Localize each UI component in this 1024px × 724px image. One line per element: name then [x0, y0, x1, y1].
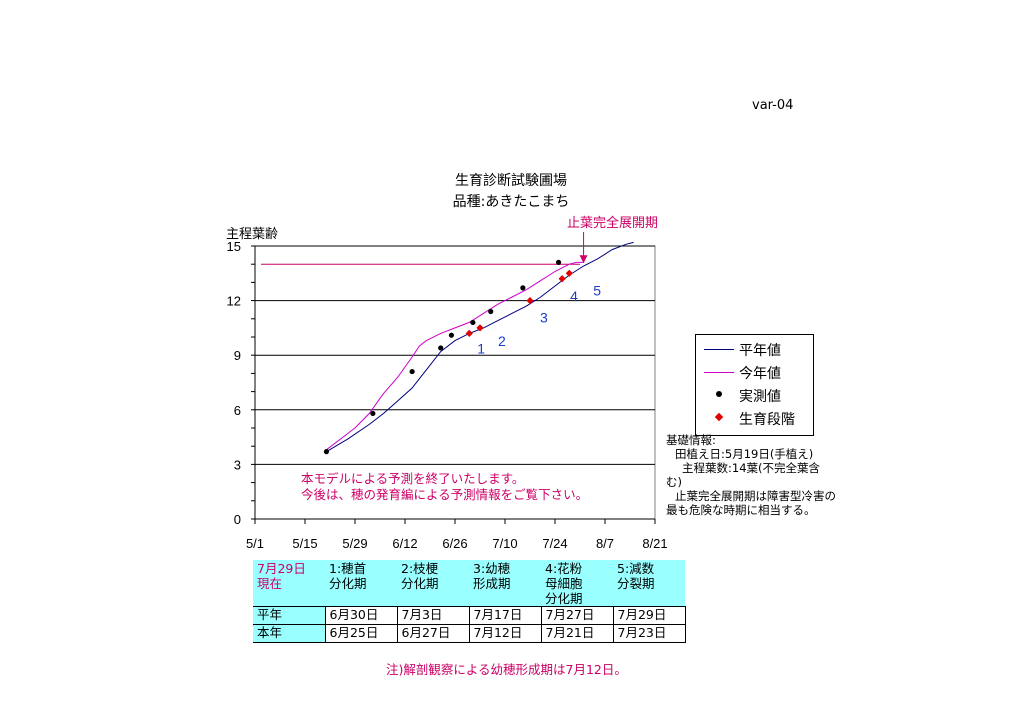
- measured-point: [470, 319, 476, 326]
- y-tick-label: 3: [234, 457, 241, 472]
- legend-label: 生育段階: [739, 412, 795, 428]
- table-cell: 6月27日: [396, 624, 470, 643]
- table-cell: 6月30日: [324, 606, 398, 625]
- info-heading: 基礎情報:: [666, 433, 716, 447]
- table-row-label: 平年: [253, 606, 326, 625]
- grid-layer: [254, 245, 656, 520]
- table-cell: 6月25日: [324, 624, 398, 643]
- annotation-next-message: 今後は、穂の発育編による予測情報をご覧下さい。: [301, 487, 588, 502]
- table-corner: 7月29日 現在: [253, 560, 325, 607]
- chart-subtitle: 品種:あきたこまち: [452, 194, 570, 210]
- y-tick-label: 9: [234, 348, 241, 363]
- table-cell: 7月27日: [540, 606, 614, 625]
- legend-item-seiiku: 生育段階: [696, 407, 813, 429]
- table-header-cell: 4:花粉 母細胞 分化期: [541, 560, 613, 607]
- basic-info: 基礎情報: 田植え日:5月19日(手植え) 主程葉数:14葉(不完全葉含 む) …: [666, 433, 856, 517]
- legend-item-heinen: 平年値: [696, 338, 813, 360]
- x-tick-label: 6/26: [442, 536, 467, 551]
- table-header-cell: 1:穂首 分化期: [325, 560, 397, 607]
- x-tick-label: 5/29: [342, 536, 367, 551]
- x-tick-label: 7/24: [542, 536, 567, 551]
- table-row: 本年 6月25日 6月27日 7月12日 7月21日 7月23日: [253, 624, 686, 643]
- legend-dot-icon: [716, 391, 722, 397]
- y-tick-label: 12: [227, 294, 241, 309]
- measured-point: [323, 449, 330, 455]
- plot-area: [254, 245, 656, 520]
- info-note-1: 止葉完全展開期は障害型冷害の: [675, 489, 836, 503]
- y-axis-label: 主程葉齢: [226, 227, 278, 242]
- growth-stage-point: [558, 275, 566, 283]
- x-tick-label: 8/7: [596, 536, 614, 551]
- legend-label: 実測値: [739, 389, 781, 405]
- legend-label: 今年値: [739, 366, 781, 382]
- table-cell: 7月29日: [612, 606, 686, 625]
- info-leaf-count: 主程葉数:14葉(不完全葉含: [682, 461, 820, 475]
- series-line-今年値: [326, 261, 584, 451]
- table-row: 平年 6月30日 7月3日 7月17日 7月27日 7月29日: [253, 606, 686, 625]
- table-cell: 7月17日: [468, 606, 542, 625]
- measured-point: [555, 259, 562, 265]
- table-header-row: 7月29日 現在 1:穂首 分化期 2:枝梗 分化期 3:幼穂 形成期 4:花粉…: [253, 560, 685, 607]
- measured-point: [448, 332, 455, 338]
- measured-point: [409, 368, 415, 375]
- annotation-end-message: 本モデルによる予測を終了いたします。: [301, 471, 524, 486]
- legend-line-icon: [704, 349, 734, 350]
- legend-line-icon: [704, 372, 734, 373]
- stage-number-label: 3: [540, 310, 548, 326]
- stage-number-label: 2: [498, 333, 506, 349]
- measured-point: [370, 410, 376, 417]
- chart-title: 生育診断試験圃場: [455, 173, 567, 189]
- info-planting-date: 田植え日:5月19日(手植え): [675, 447, 814, 461]
- annotation-layer: 1 2 3 4 5 止葉完全展開期本モデルによる予測を終了いたします。今後は、穂の発育編に…: [301, 215, 658, 502]
- table-cell: 7月3日: [396, 606, 470, 625]
- info-note-2: 最も危険な時期に相当する。: [666, 503, 816, 517]
- legend-diamond-icon: [714, 412, 724, 422]
- series-line-平年値: [326, 241, 634, 453]
- legend-item-jissoku: 実測値: [696, 384, 813, 406]
- growth-stage-table: 7月29日 現在 1:穂首 分化期 2:枝梗 分化期 3:幼穂 形成期 4:花粉…: [253, 560, 686, 643]
- info-leaf-count-cont: む): [666, 475, 682, 489]
- y-tick-label: 15: [227, 239, 241, 254]
- x-tick-label: 5/15: [292, 536, 317, 551]
- measured-point: [488, 308, 494, 315]
- table-row-label: 本年: [253, 624, 326, 643]
- x-tick-label: 7/10: [492, 536, 517, 551]
- growth-chart: 1 2 3 4 5 止葉完全展開期本モデルによる予測を終了いたします。今後は、穂の発育編に…: [226, 215, 668, 551]
- table-header-cell: 3:幼穂 形成期: [469, 560, 541, 607]
- growth-stage-point: [526, 297, 534, 305]
- stage-number-label: 5: [593, 282, 601, 298]
- growth-stage-point: [565, 269, 573, 277]
- measured-point: [438, 345, 444, 351]
- y-tick-label: 0: [234, 512, 241, 527]
- table-cell: 7月21日: [540, 624, 614, 643]
- stage-number-label: 1: [477, 340, 485, 356]
- series-layer: [261, 241, 634, 455]
- x-tick-label: 6/12: [392, 536, 417, 551]
- table-header-cell: 5:減数 分裂期: [613, 560, 685, 607]
- table-cell: 7月12日: [468, 624, 542, 643]
- legend-item-konnen: 今年値: [696, 361, 813, 383]
- document-id: var-04: [752, 98, 794, 113]
- chart-legend: 平年値 今年値 実測値 生育段階: [695, 334, 814, 436]
- measured-point: [520, 285, 526, 291]
- table-cell: 7月23日: [612, 624, 686, 643]
- x-tick-label: 8/21: [642, 536, 667, 551]
- x-tick-label: 5/1: [246, 536, 264, 551]
- growth-stage-point: [465, 329, 473, 337]
- y-tick-label: 6: [234, 403, 241, 418]
- annotation-flag-leaf: 止葉完全展開期: [567, 215, 658, 231]
- stage-number-label: 4: [570, 288, 578, 304]
- annotation-arrow-head: [579, 255, 588, 264]
- growth-stage-point: [476, 324, 484, 332]
- footnote: 注)解剖観察による幼穂形成期は7月12日。: [386, 662, 627, 677]
- legend-label: 平年値: [739, 343, 781, 359]
- table-header-cell: 2:枝梗 分化期: [397, 560, 469, 607]
